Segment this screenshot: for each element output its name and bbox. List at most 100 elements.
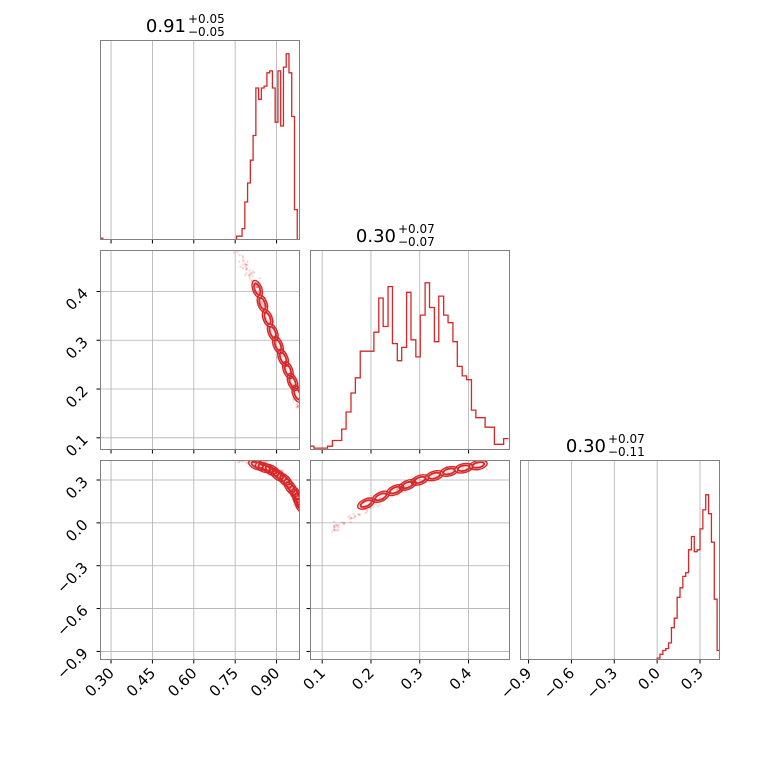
sample-point <box>348 514 351 517</box>
y-tick-label: 0.0 <box>62 516 92 546</box>
sample-point <box>295 402 299 406</box>
sample-point <box>376 504 379 508</box>
x-tick-label: 0.4 <box>446 664 476 694</box>
x-tick-label: 0.3 <box>677 664 707 694</box>
sample-point <box>262 303 265 306</box>
sample-point <box>245 268 248 271</box>
y-tick-label: 0.3 <box>62 473 92 503</box>
sample-point <box>333 520 336 524</box>
sample-point <box>281 469 284 472</box>
title-plus-2: +0.07 <box>608 432 645 446</box>
sample-point <box>260 302 263 306</box>
contour-level-inner <box>268 325 277 339</box>
sample-point <box>261 301 264 305</box>
y-tick-label: 0.3 <box>62 333 92 363</box>
sample-point <box>340 521 344 524</box>
sample-point <box>248 277 252 280</box>
sample-point <box>331 530 334 533</box>
sample-point <box>296 404 300 408</box>
sample-point <box>255 285 259 289</box>
sample-point <box>296 405 299 408</box>
contour-level-inner <box>471 461 486 469</box>
sample-point <box>232 251 236 254</box>
sample-point <box>486 468 489 471</box>
sample-point <box>239 460 241 461</box>
x-tick-label: 0.45 <box>123 664 159 700</box>
sample-point <box>242 259 245 262</box>
x-tick-label: 0.1 <box>299 664 329 694</box>
contour-level-inner <box>278 351 288 365</box>
y-tick-label: 0.2 <box>62 382 92 412</box>
sample-point <box>237 461 240 464</box>
sample-point <box>333 526 336 529</box>
y-tick-label: −0.9 <box>53 644 91 682</box>
sample-point <box>243 274 247 277</box>
sample-point <box>347 516 350 519</box>
panel-2-1 <box>310 460 510 660</box>
sample-point <box>357 513 360 516</box>
contour-level-inner <box>293 492 300 506</box>
sample-point <box>244 265 247 268</box>
sample-point <box>365 508 369 512</box>
panel-0-0 <box>110 40 277 240</box>
sample-point <box>334 523 338 526</box>
sample-point <box>295 406 298 409</box>
sample-point <box>258 276 261 280</box>
sample-point <box>245 461 249 465</box>
sample-point <box>237 260 241 263</box>
sample-point <box>246 260 249 264</box>
sample-point <box>239 265 242 269</box>
histogram-0 <box>100 53 300 240</box>
title-minus-1: −0.07 <box>398 235 435 249</box>
title-value-1: 0.30 <box>356 226 396 247</box>
sample-point <box>266 460 269 463</box>
panel-2-2 <box>528 460 701 660</box>
contour-level-inner <box>279 474 291 486</box>
sample-point <box>374 503 378 506</box>
title-minus-2: −0.11 <box>608 445 645 459</box>
sample-point <box>248 273 252 276</box>
sample-point <box>396 487 399 490</box>
sample-point <box>240 457 242 459</box>
panel-frame <box>100 40 300 240</box>
sample-point <box>241 457 243 459</box>
contour-level-inner <box>359 499 373 508</box>
sample-point <box>292 399 295 402</box>
sample-point <box>337 523 341 527</box>
sample-point <box>241 460 244 463</box>
x-tick-label: 0.3 <box>397 664 427 694</box>
contour-level-inner <box>388 485 402 495</box>
sample-point <box>245 267 248 271</box>
sample-point <box>337 528 340 532</box>
sample-point <box>251 270 255 273</box>
contour-level-inner <box>374 492 388 502</box>
sample-point <box>247 274 251 277</box>
sample-point <box>256 290 260 294</box>
y-tick-label: 0.4 <box>62 284 92 314</box>
sample-point <box>342 522 345 526</box>
sample-point <box>372 506 375 509</box>
sample-point <box>349 517 352 520</box>
sample-point <box>378 503 381 506</box>
sample-point <box>248 269 251 272</box>
sample-point <box>245 263 249 267</box>
sample-point <box>333 525 336 529</box>
sample-point <box>260 300 263 303</box>
sample-point <box>395 488 399 491</box>
sample-point <box>350 516 353 520</box>
sample-point <box>249 457 251 459</box>
sample-point <box>250 271 253 275</box>
sample-point <box>406 483 410 487</box>
sample-point <box>433 474 436 477</box>
sample-point <box>349 521 352 524</box>
sample-point <box>237 456 239 458</box>
sample-point <box>461 467 465 471</box>
density-panel-2-1 <box>331 460 489 533</box>
sample-point <box>250 272 253 276</box>
sample-point <box>364 511 367 515</box>
sample-point <box>358 513 361 517</box>
sample-point <box>250 278 253 282</box>
histogram-2 <box>520 494 720 660</box>
sample-point <box>335 525 339 528</box>
sample-point <box>244 263 248 266</box>
